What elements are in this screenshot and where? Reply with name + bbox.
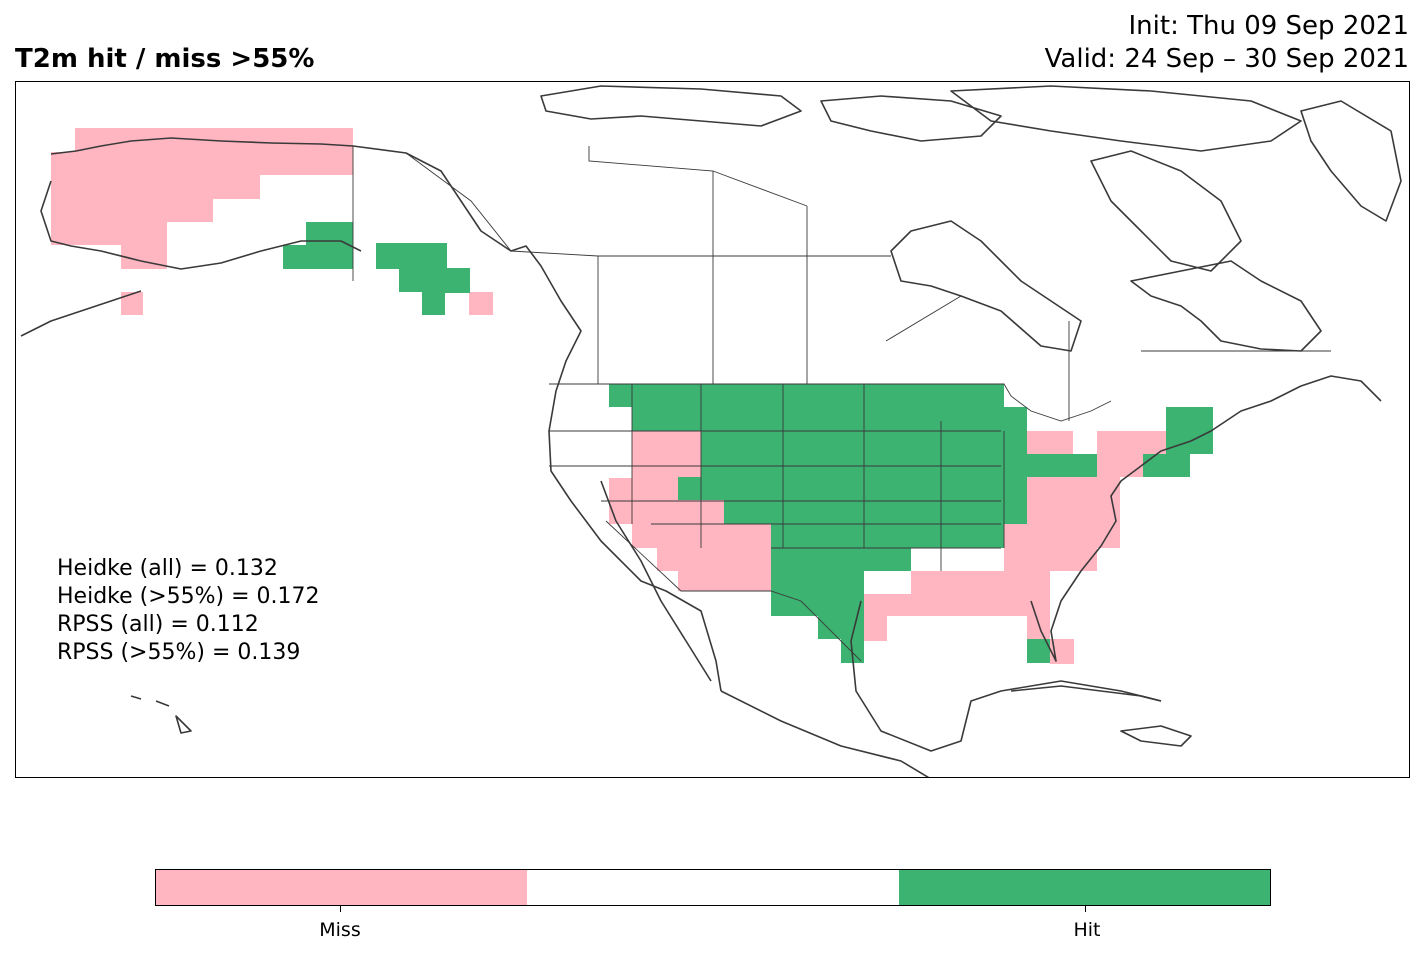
miss-region-west — [609, 431, 771, 591]
miss-cell — [121, 292, 143, 315]
hit-region-panhandle — [376, 243, 470, 315]
miss-region-alaska — [51, 128, 353, 269]
miss-region-southeast — [864, 548, 1097, 641]
map-title: T2m hit / miss >55% — [15, 44, 315, 74]
colorbar-tick — [340, 906, 341, 912]
hit-region-central — [609, 384, 1097, 663]
miss-region-northeast — [1004, 431, 1166, 548]
political-borders — [352, 146, 1331, 662]
colorbar-tick — [1085, 906, 1086, 912]
forecast-dates: Init: Thu 09 Sep 2021 Valid: 24 Sep – 30… — [1045, 10, 1409, 76]
colorbar-label-hit: Hit — [1073, 919, 1101, 941]
score-line: RPSS (all) = 0.112 — [57, 612, 259, 637]
miss-cells — [51, 128, 1166, 664]
hit-region-newengland — [1143, 407, 1213, 477]
colorbar-label-miss: Miss — [319, 919, 361, 941]
valid-range: Valid: 24 Sep – 30 Sep 2021 — [1044, 44, 1409, 74]
coastlines — [20, 85, 1402, 777]
colorbar — [155, 869, 1271, 906]
miss-cell — [469, 292, 493, 315]
map-canvas — [20, 85, 1402, 777]
map-panel — [15, 81, 1410, 778]
score-line: Heidke (all) = 0.132 — [57, 556, 278, 581]
hit-cell — [283, 245, 306, 269]
score-line: RPSS (>55%) = 0.139 — [57, 640, 301, 665]
hit-cell — [306, 222, 353, 269]
colorbar-hit — [898, 870, 1270, 905]
score-line: Heidke (>55%) = 0.172 — [57, 584, 320, 609]
miss-cell — [1027, 431, 1073, 455]
skill-scores: Heidke (all) = 0.132 Heidke (>55%) = 0.1… — [57, 555, 320, 667]
hit-cells — [283, 222, 1213, 663]
colorbar-miss — [156, 870, 528, 905]
init-date: Init: Thu 09 Sep 2021 — [1128, 11, 1409, 41]
hit-cell — [1027, 639, 1050, 663]
colorbar-neutral — [527, 870, 899, 905]
